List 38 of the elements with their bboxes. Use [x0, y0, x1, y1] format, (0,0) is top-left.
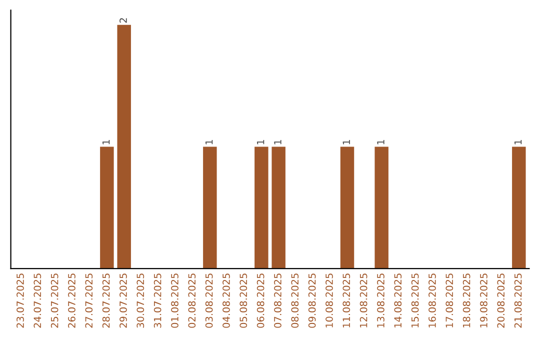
x-tick-label: 29.07.2025	[120, 274, 127, 328]
x-tick-label: 30.07.2025	[136, 274, 144, 328]
x-tick-label: 19.08.2025	[480, 274, 488, 328]
x-tick-label: 06.08.2025	[256, 274, 264, 328]
x-tick-label: 25.07.2025	[50, 274, 58, 328]
x-tick-label: 21.08.2025	[514, 274, 522, 328]
data-label: 1	[257, 140, 264, 144]
x-tick-label: 13.08.2025	[377, 274, 384, 328]
x-tick-label: 31.07.2025	[154, 274, 162, 328]
data-label: 1	[274, 140, 282, 144]
x-tick-label: 28.07.2025	[102, 274, 110, 328]
data-label: 1	[377, 140, 384, 144]
x-tick-label: 24.07.2025	[34, 274, 42, 328]
x-tick-label: 27.07.2025	[85, 274, 93, 328]
x-tick-label: 12.08.2025	[360, 274, 368, 328]
data-label: 1	[514, 140, 522, 144]
x-tick-label: 15.08.2025	[411, 274, 419, 328]
x-tick-label: 23.07.2025	[16, 274, 24, 328]
data-label: 1	[102, 140, 110, 144]
x-tick-label: 16.08.2025	[428, 274, 436, 328]
x-tick-label: 02.08.2025	[188, 274, 196, 328]
x-tick-label: 07.08.2025	[274, 274, 282, 328]
x-tick-label: 03.08.2025	[205, 274, 213, 328]
x-tick-label: 09.08.2025	[308, 274, 316, 328]
x-tick-label: 26.07.2025	[68, 274, 76, 328]
x-tick-label: 11.08.2025	[342, 274, 350, 328]
x-tick-label: 10.08.2025	[326, 274, 333, 328]
x-tick-label: 08.08.2025	[291, 274, 299, 328]
data-label: 1	[206, 140, 213, 144]
x-tick-label: 20.08.2025	[497, 274, 505, 328]
x-tick-label: 04.08.2025	[222, 274, 230, 328]
x-tick-label: 17.08.2025	[446, 274, 454, 328]
x-tick-label: 18.08.2025	[462, 274, 470, 328]
x-tick-label: 14.08.2025	[394, 274, 402, 328]
data-label: 1	[342, 140, 350, 144]
data-label: 2	[120, 18, 127, 23]
x-tick-label: 01.08.2025	[171, 274, 178, 328]
x-tick-label: 05.08.2025	[240, 274, 248, 328]
